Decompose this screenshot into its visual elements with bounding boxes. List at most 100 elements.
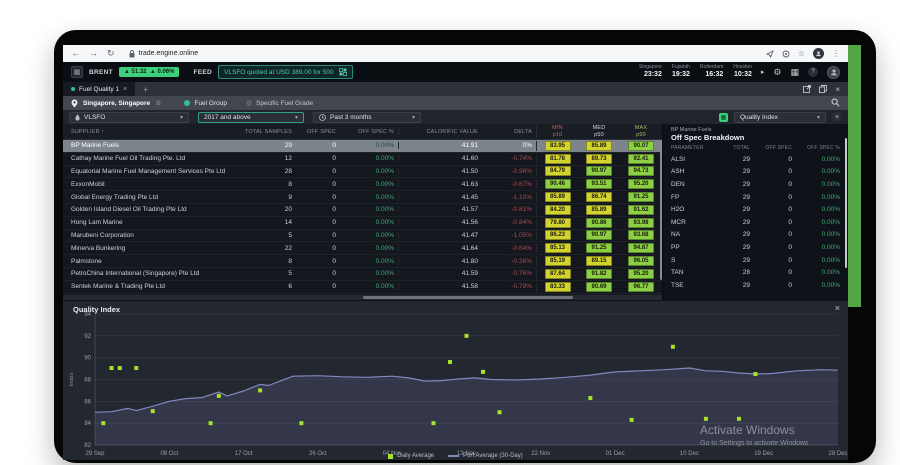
sort-asc-icon: ↑ <box>100 129 105 135</box>
activation-watermark: Activate Windows Go to Settings to activ… <box>700 421 809 450</box>
panel-column-header: PARAMETER <box>671 145 714 151</box>
calorific-value-cell: 41.58 <box>398 283 482 290</box>
total-cell: 29 <box>714 181 750 188</box>
table-row[interactable]: Sentek Marine & Trading Pte Ltd600.00%41… <box>63 281 662 294</box>
supplier-cell: Sentek Marine & Trading Pte Ltd <box>63 283 240 290</box>
extension-icon[interactable] <box>782 50 790 58</box>
app-logo-icon[interactable]: ▦ <box>71 66 83 78</box>
help-icon[interactable]: ? <box>808 67 818 77</box>
percentile-cell: 86.23 <box>536 230 578 240</box>
percentile-badge: 95.20 <box>628 179 654 189</box>
parameter-row: NA2900.00% <box>671 229 840 242</box>
table-row[interactable]: Palmstone800.00%41.80-0.26%85.1989.1596.… <box>63 255 662 268</box>
favorite-star-icon[interactable]: ☆ <box>155 99 161 107</box>
brent-price-badge[interactable]: ▲ 51.32 ▲ 0.06% <box>119 67 180 77</box>
column-header[interactable]: OFF SPEC <box>296 129 340 135</box>
browser-menu-icon[interactable]: ⋮ <box>832 49 840 58</box>
table-row[interactable]: Equatorial Marine Fuel Management Servic… <box>63 166 662 179</box>
specific-fuel-grade-toggle[interactable]: Specific Fuel Grade <box>246 100 313 107</box>
table-row[interactable]: Marubeni Corporation500.00%41.47-1.05%86… <box>63 230 662 243</box>
column-header[interactable]: TOTAL SAMPLES <box>240 129 296 135</box>
new-tab-icon[interactable]: + <box>143 85 148 94</box>
search-icon[interactable] <box>831 98 840 107</box>
reload-icon[interactable]: ↻ <box>107 49 115 58</box>
clock-time: 23:32 <box>644 71 662 79</box>
horizontal-scrollbar-thumb[interactable] <box>363 296 573 299</box>
percentile-badge: 90.86 <box>586 218 612 228</box>
off-spec-cell: 0 <box>750 194 792 201</box>
table-row[interactable]: Hong Lam Marine1400.00%41.56-0.84%79.809… <box>63 217 662 230</box>
index-select-dropdown[interactable]: Quality Index ▾ <box>734 112 826 123</box>
open-in-new-icon[interactable] <box>803 85 811 93</box>
calorific-value-cell: 41.80 <box>398 258 482 265</box>
year-range-dropdown[interactable]: 2017 and above ▾ <box>198 112 304 123</box>
location-pin-icon <box>71 99 78 108</box>
total-samples-cell: 9 <box>240 194 296 201</box>
feed-ticker[interactable]: VLSFO quoted at USD 389.00 for 500 <box>218 65 352 79</box>
table-row[interactable]: ExxonMobil800.00%41.63-0.67%90.4693.5195… <box>63 178 662 191</box>
settings-gear-icon[interactable]: ⚙ <box>773 68 781 77</box>
column-header[interactable]: DELTA <box>482 129 536 135</box>
fuel-group-toggle-dot <box>184 100 190 106</box>
total-samples-cell: 6 <box>240 283 296 290</box>
parameter-row: DEN2900.00% <box>671 178 840 191</box>
percentile-badge: 85.89 <box>586 141 612 151</box>
location-value[interactable]: Singapore, Singapore <box>83 100 150 107</box>
percentile-badge: 91.25 <box>586 243 612 253</box>
off-spec-cell: 0 <box>296 270 340 277</box>
percentile-cell: 84.79 <box>536 166 578 176</box>
url-text[interactable]: trade.engine.online <box>139 50 199 57</box>
fuel-group-toggle[interactable]: Fuel Group <box>184 100 227 107</box>
svg-text:Index: Index <box>69 373 75 387</box>
percentile-badge: 90.46 <box>545 179 571 189</box>
forward-icon[interactable]: → <box>89 49 98 58</box>
percentile-cell: 95.20 <box>620 269 662 279</box>
world-clock: Houston10:32 <box>733 65 752 78</box>
back-icon[interactable]: ← <box>71 49 80 58</box>
off-spec-cell: 0 <box>296 245 340 252</box>
off-spec-pct-cell: 0.00% <box>340 155 398 162</box>
chart-title: Quality Index <box>73 305 120 314</box>
percentile-badge: 94.87 <box>628 243 654 253</box>
table-row[interactable]: Cathay Marine Fuel Oil Trading Pte. Ltd1… <box>63 153 662 166</box>
close-workspace-icon[interactable]: × <box>835 85 840 94</box>
tab-fuel-quality-1[interactable]: Fuel Quality 1 × <box>63 82 135 96</box>
column-header[interactable]: OFF SPEC % <box>340 129 398 135</box>
off-spec-cell: 0 <box>750 257 792 264</box>
apps-grid-icon[interactable]: ▦ <box>790 68 799 77</box>
port-average-swatch <box>448 455 459 457</box>
panel-vertical-scrollbar[interactable] <box>845 138 848 268</box>
table-row[interactable]: BP Marine Fuels2900.00%41.910%83.9585.89… <box>63 140 662 153</box>
table-row[interactable]: Minerva Bunkering2200.00%41.64-0.64%85.1… <box>63 242 662 255</box>
fuel-grade-dropdown[interactable]: VLSFO ▾ <box>69 112 189 123</box>
parameter-cell: ALSI <box>671 156 714 163</box>
user-avatar[interactable] <box>827 66 840 79</box>
table-row[interactable]: Global Energy Trading Pte Ltd900.00%41.4… <box>63 191 662 204</box>
column-header[interactable]: SUPPLIER ↑ <box>63 129 240 135</box>
duplicate-icon[interactable] <box>819 85 827 93</box>
percentile-cell: 91.62 <box>620 205 662 215</box>
period-dropdown[interactable]: Past 3 months ▾ <box>313 112 421 123</box>
bookmark-star-icon[interactable]: ☆ <box>798 49 805 58</box>
table-row[interactable]: Golden Island Diesel Oil Trading Pte Ltd… <box>63 204 662 217</box>
send-icon[interactable] <box>766 50 774 58</box>
parameter-row: MCR2900.00% <box>671 216 840 229</box>
off-spec-cell: 0 <box>750 231 792 238</box>
off-spec-pct-cell: 0.00% <box>340 168 398 175</box>
percentile-cell: 90.97 <box>578 230 620 240</box>
column-header-band[interactable]: MEDp50 <box>578 125 620 138</box>
delta-cell: -0.74% <box>482 155 536 162</box>
column-header[interactable]: CALORIFIC VALUE <box>398 129 482 135</box>
parameter-row: S2900.00% <box>671 254 840 267</box>
chart-close-icon[interactable]: × <box>835 303 840 313</box>
table-row[interactable]: PetroChina International (Singapore) Pte… <box>63 268 662 281</box>
add-widget-icon[interactable]: + <box>832 112 842 122</box>
daily-average-swatch <box>388 454 393 459</box>
percentile-cell: 85.13 <box>536 243 578 253</box>
clocks-expand-icon[interactable]: ▸ <box>761 69 765 76</box>
browser-profile-avatar[interactable] <box>813 48 824 59</box>
tab-close-icon[interactable]: × <box>123 86 127 93</box>
column-header-band[interactable]: MAXp90 <box>620 125 662 138</box>
feed-expand-icon[interactable] <box>339 68 347 76</box>
column-header-band[interactable]: MINp10 <box>536 125 578 138</box>
